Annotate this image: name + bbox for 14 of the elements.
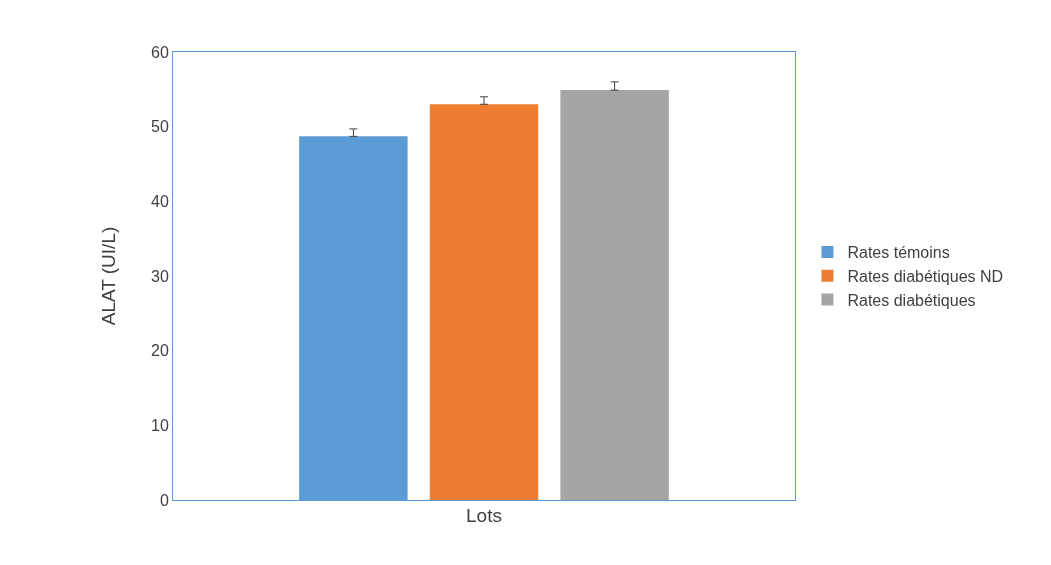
legend-label: Rates témoins: [847, 244, 950, 262]
y-tick-label: 10: [151, 416, 169, 434]
y-tick-label: 30: [151, 267, 169, 285]
legend-label: Rates diabétiques: [847, 291, 976, 309]
legend-label: Rates diabétiques ND: [847, 267, 1004, 285]
y-tick-label: 0: [159, 491, 169, 509]
y-tick-label: 50: [151, 118, 169, 136]
bar: [560, 90, 669, 500]
y-tick-label: 40: [151, 192, 169, 210]
x-axis-title: Lots: [466, 504, 502, 526]
y-tick-label: 20: [151, 342, 169, 360]
y-axis-title: ALAT (UI/L): [97, 226, 119, 326]
bar: [429, 104, 539, 500]
y-tick-label: 60: [151, 43, 169, 61]
